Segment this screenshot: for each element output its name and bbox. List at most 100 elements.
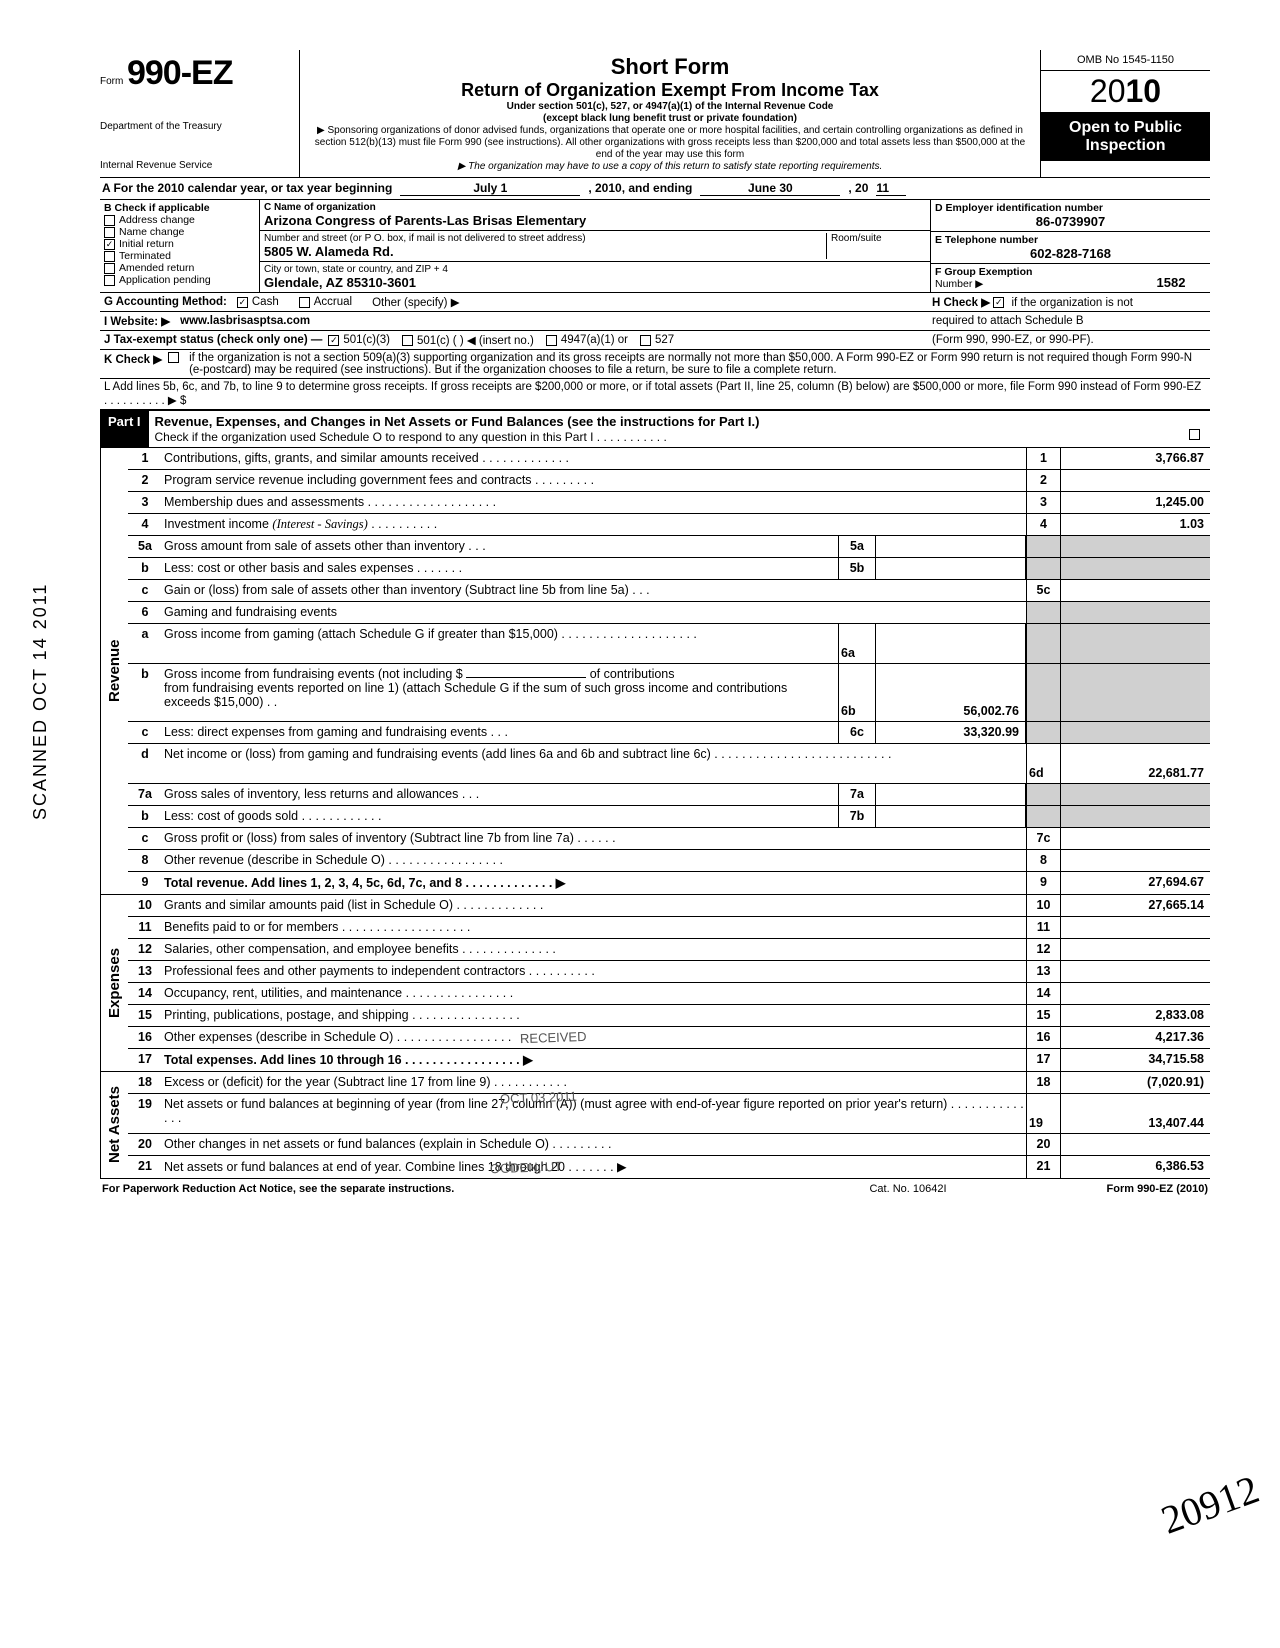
part1-sub: Check if the organization used Schedule … [155, 430, 667, 444]
ln10-rn: 10 [1026, 895, 1060, 916]
netassets-lines: 18Excess or (deficit) for the year (Subt… [128, 1072, 1210, 1178]
ln7a-n: 7a [128, 784, 162, 805]
ln5a-n: 5a [128, 536, 162, 557]
ln15-rn: 15 [1026, 1005, 1060, 1026]
l-txt: L Add lines 5b, 6c, and 7b, to line 9 to… [104, 381, 1206, 407]
year-begin: July 1 [400, 181, 580, 196]
ln14-n: 14 [128, 983, 162, 1004]
cb-h[interactable]: ✓ [993, 297, 1004, 308]
d-lbl: D Employer identification number [935, 202, 1206, 214]
form-page: Form 990-EZ Department of the Treasury I… [0, 0, 1280, 1229]
ln14-rv [1060, 983, 1210, 1004]
ln20-rv [1060, 1134, 1210, 1155]
cb-amend-lbl: Amended return [119, 262, 194, 274]
h-txt2: if the organization is not [1011, 297, 1132, 309]
cb-accrual[interactable] [299, 297, 310, 308]
form-number: 990-EZ [127, 54, 233, 92]
ln18-rv: (7,020.91) [1060, 1072, 1210, 1093]
cb-cash[interactable]: ✓ [237, 297, 248, 308]
cb-initial[interactable]: ✓Initial return [104, 238, 255, 250]
stamp-received: RECEIVED [520, 1029, 587, 1046]
ln6c-sh2 [1060, 722, 1210, 743]
tax-year: 2010 [1041, 71, 1210, 113]
cb-k[interactable] [168, 352, 179, 363]
ln7a-sh2 [1060, 784, 1210, 805]
ln7b-sh1 [1026, 806, 1060, 827]
revenue-section: Revenue 1Contributions, gifts, grants, a… [100, 448, 1210, 895]
footer-formref: Form 990-EZ (2010) [1008, 1183, 1208, 1195]
ln11-n: 11 [128, 917, 162, 938]
ln6d-n: d [128, 744, 162, 783]
cb-part1-scho[interactable] [1189, 429, 1200, 440]
ln6-t: Gaming and fundraising events [162, 602, 1026, 623]
ln6d-t: Net income or (loss) from gaming and fun… [162, 744, 1026, 783]
part1-title-block: Revenue, Expenses, and Changes in Net As… [149, 411, 1210, 447]
street-val: 5805 W. Alameda Rd. [264, 244, 826, 259]
ln1-t: Contributions, gifts, grants, and simila… [162, 448, 1026, 469]
ln6a-sh1 [1026, 624, 1060, 663]
ln6b-t3: from fundraising events reported on line… [164, 681, 787, 709]
ln6a-mv [876, 624, 1026, 663]
ln7c-rv [1060, 828, 1210, 849]
ln6b-t: Gross income from fundraising events (no… [162, 664, 838, 721]
ln9-rn: 9 [1026, 872, 1060, 894]
row-j-tax-status: J Tax-exempt status (check only one) — ✓… [100, 331, 1210, 350]
cb-name[interactable]: Name change [104, 226, 255, 238]
ln7a-sh1 [1026, 784, 1060, 805]
part1-header: Part I Revenue, Expenses, and Changes in… [100, 410, 1210, 448]
ln17-rn: 17 [1026, 1049, 1060, 1071]
omb-number: OMB No 1545-1150 [1041, 50, 1210, 71]
ln6b-n: b [128, 664, 162, 721]
ln2-rn: 2 [1026, 470, 1060, 491]
cb-terminated[interactable]: Terminated [104, 250, 255, 262]
ln9-rv: 27,694.67 [1060, 872, 1210, 894]
ln20-t: Other changes in net assets or fund bala… [162, 1134, 1026, 1155]
j-o1: 501(c)(3) [343, 334, 390, 346]
row-a-post: , 20 [848, 181, 868, 196]
cb-527[interactable] [640, 335, 651, 346]
org-info-block: B Check if applicable Address change Nam… [100, 200, 1210, 293]
cb-amended[interactable]: Amended return [104, 262, 255, 274]
netassets-section: Net Assets 18Excess or (deficit) for the… [100, 1072, 1210, 1179]
ln11-rn: 11 [1026, 917, 1060, 938]
g-accrual: Accrual [314, 296, 352, 308]
cb-address[interactable]: Address change [104, 214, 255, 226]
g-cash: Cash [252, 296, 279, 308]
page-footer: For Paperwork Reduction Act Notice, see … [100, 1179, 1210, 1199]
ln6b-t1: Gross income from fundraising events (no… [164, 667, 463, 681]
g-lbl: G Accounting Method: [104, 296, 227, 308]
ln19-rv: 13,407.44 [1060, 1094, 1210, 1133]
ln4-rv: 1.03 [1060, 514, 1210, 535]
row-l: L Add lines 5b, 6c, and 7b, to line 9 to… [100, 379, 1210, 410]
phone-val: 602-828-7168 [935, 246, 1206, 261]
cb-501c3[interactable]: ✓ [328, 335, 339, 346]
ln14-rn: 14 [1026, 983, 1060, 1004]
ln5a-sh1 [1026, 536, 1060, 557]
ln3-rn: 3 [1026, 492, 1060, 513]
ln18-n: 18 [128, 1072, 162, 1093]
cb-pending[interactable]: Application pending [104, 274, 255, 286]
netassets-label: Net Assets [100, 1072, 128, 1178]
form-header: Form 990-EZ Department of the Treasury I… [100, 50, 1210, 178]
ln7b-n: b [128, 806, 162, 827]
col-c-name-addr: C Name of organization Arizona Congress … [260, 200, 930, 292]
ln6b-t2: of contributions [590, 667, 675, 681]
b-title: B Check if applicable [104, 202, 255, 214]
ln5b-mv [876, 558, 1026, 579]
ln2-rv [1060, 470, 1210, 491]
group-exemption-val: 1582 [1136, 275, 1206, 290]
expenses-lines: 10Grants and similar amounts paid (list … [128, 895, 1210, 1071]
revenue-lines: 1Contributions, gifts, grants, and simil… [128, 448, 1210, 894]
ln3-t: Membership dues and assessments . . . . … [162, 492, 1026, 513]
cb-501c[interactable] [402, 335, 413, 346]
form-number-box: Form 990-EZ Department of the Treasury I… [100, 50, 300, 177]
cb-4947[interactable] [546, 335, 557, 346]
ln6a-sh2 [1060, 624, 1210, 663]
ln21-rn: 21 [1026, 1156, 1060, 1178]
cb-initial-lbl: Initial return [119, 238, 174, 250]
ln5a-mv [876, 536, 1026, 557]
footer-paperwork: For Paperwork Reduction Act Notice, see … [102, 1183, 808, 1195]
ln13-n: 13 [128, 961, 162, 982]
website-val: www.lasbrisasptsa.com [180, 315, 310, 327]
org-name: Arizona Congress of Parents-Las Brisas E… [264, 213, 926, 228]
